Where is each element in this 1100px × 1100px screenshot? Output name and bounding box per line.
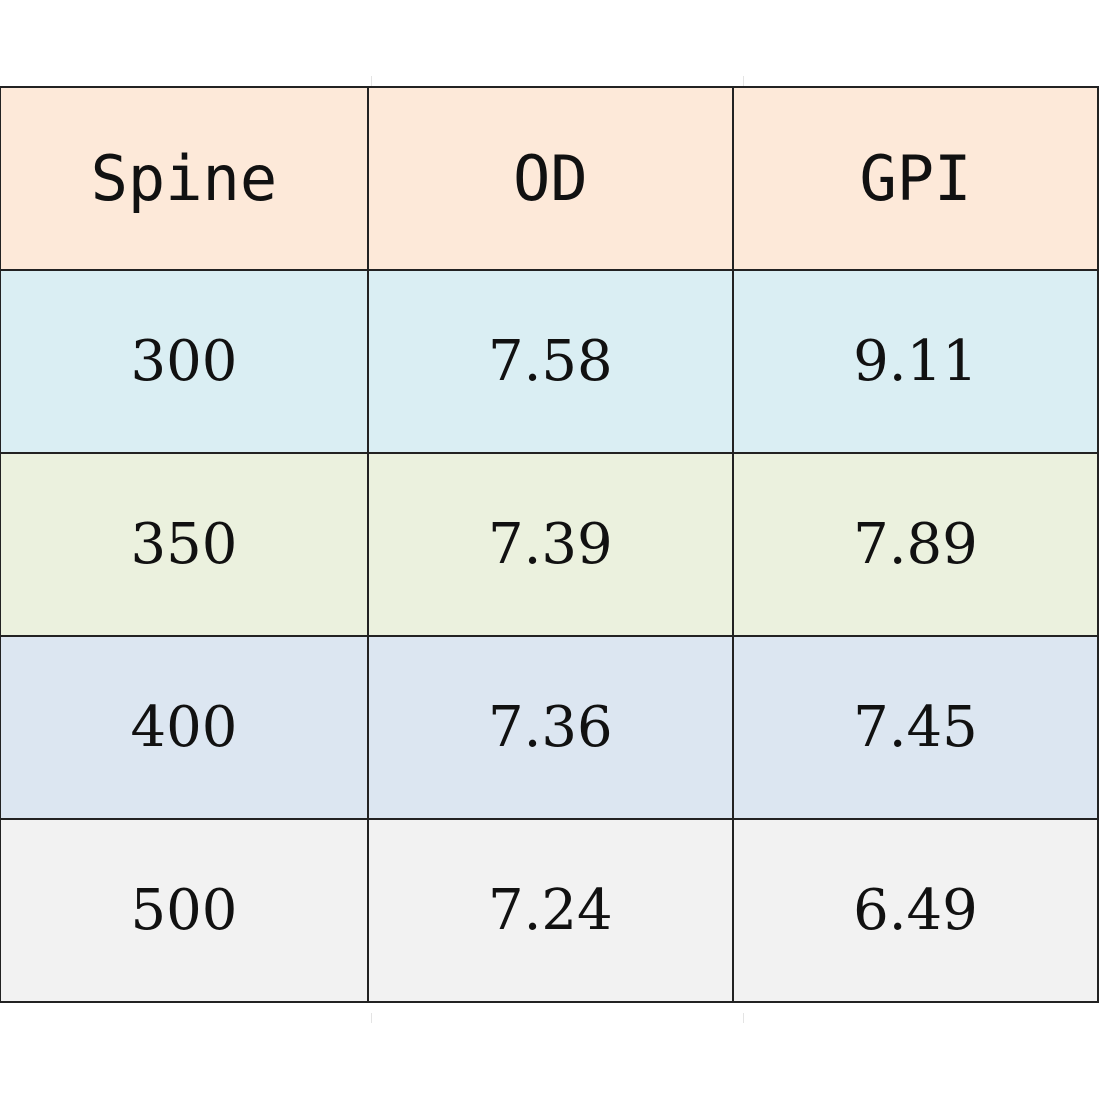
table-cell-spine[interactable]: 350 bbox=[0, 452, 369, 637]
table-cell-od[interactable]: 7.24 bbox=[366, 818, 734, 1003]
header-cell-spine[interactable]: Spine bbox=[0, 86, 369, 271]
table-row: 300 7.58 9.11 bbox=[0, 269, 1100, 454]
table-cell-spine[interactable]: 500 bbox=[0, 818, 369, 1003]
table-cell-od[interactable]: 7.39 bbox=[366, 452, 734, 637]
header-cell-od[interactable]: OD bbox=[366, 86, 734, 271]
column-gridline bbox=[371, 76, 372, 87]
table-cell-od[interactable]: 7.58 bbox=[366, 269, 734, 454]
header-cell-gpi[interactable]: GPI bbox=[731, 86, 1100, 271]
spine-spec-table: Spine OD GPI 300 7.58 9.11 350 7.39 7.89… bbox=[0, 86, 1100, 1003]
table-cell-gpi[interactable]: 7.45 bbox=[731, 635, 1100, 820]
column-gridline bbox=[743, 1013, 744, 1023]
table-cell-spine[interactable]: 400 bbox=[0, 635, 369, 820]
table-cell-gpi[interactable]: 9.11 bbox=[731, 269, 1100, 454]
column-gridline bbox=[371, 1013, 372, 1023]
table-cell-spine[interactable]: 300 bbox=[0, 269, 369, 454]
header-row: Spine OD GPI bbox=[0, 86, 1100, 271]
table-cell-gpi[interactable]: 7.89 bbox=[731, 452, 1100, 637]
table-row: 350 7.39 7.89 bbox=[0, 452, 1100, 637]
table-cell-od[interactable]: 7.36 bbox=[366, 635, 734, 820]
column-gridline bbox=[743, 76, 744, 87]
table-row: 500 7.24 6.49 bbox=[0, 818, 1100, 1003]
table-cell-gpi[interactable]: 6.49 bbox=[731, 818, 1100, 1003]
table-row: 400 7.36 7.45 bbox=[0, 635, 1100, 820]
